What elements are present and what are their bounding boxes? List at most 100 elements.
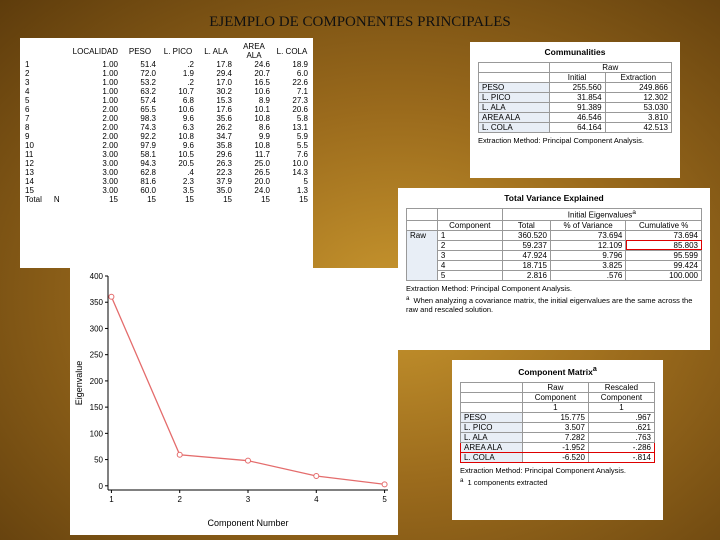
column-header: 1 [521, 401, 589, 413]
data-row: Raw 1 360.520 73.694 73.694 [406, 229, 702, 281]
scree-plot: 0 50 100 150 200 250 300 350 400 1 2 3 4 5 Component N… [70, 268, 398, 535]
cell: .967 [587, 411, 656, 423]
y-tick-label: 0 [99, 482, 104, 491]
cell: 9.9 [258, 132, 270, 141]
cell: 25.0 [254, 159, 270, 168]
cell: 3 [436, 249, 503, 261]
cell: 1.00 [102, 96, 118, 105]
data-row: 3 47.924 9.796 95.599 [407, 249, 702, 261]
cell: 10.6 [254, 87, 270, 96]
cell: 73.694 [549, 229, 627, 241]
cell: -.286 [587, 441, 656, 453]
cell: 10.5 [178, 150, 194, 159]
row-label: 12 [25, 159, 34, 168]
data-row: 3 1.00 53.2 .2 17.0 16.5 22.6 [22, 78, 311, 87]
cell: 6.0 [296, 69, 308, 78]
data-row: 12 3.00 94.3 20.5 26.3 25.0 10.0 [22, 159, 311, 168]
y-tick-label: 350 [90, 298, 104, 307]
column-header: L. COLA [276, 46, 308, 56]
corner-cell [460, 381, 523, 393]
corner-cell [406, 219, 438, 231]
data-row: 9 2.00 92.2 10.8 34.7 9.9 5.9 [22, 132, 311, 141]
header-row: Initial Eigenvaluesa [406, 208, 703, 221]
data-row: L. PICO 3.507.621 [460, 421, 656, 433]
cell: 62.8 [140, 168, 156, 177]
row-label: AREA ALA [478, 112, 550, 123]
data-line [110, 296, 385, 485]
data-point [381, 481, 388, 488]
row-label: 6 [25, 105, 30, 114]
cell: 17.0 [216, 78, 232, 87]
data-row: 8 2.00 74.3 6.3 26.2 8.6 13.1 [22, 123, 311, 132]
column-header: Extraction [604, 72, 673, 83]
row-label: L. ALA [478, 102, 550, 113]
row-label: 7 [25, 114, 30, 123]
component-matrix-panel: Component Matrixa Raw Rescaled Component Com… [452, 360, 663, 520]
cell: 6.8 [182, 96, 194, 105]
cell: 4 [436, 259, 503, 271]
cell: 22.6 [292, 78, 308, 87]
cell: 5 [303, 177, 308, 186]
cell: 15 [109, 195, 118, 204]
cell: 42.513 [604, 122, 673, 133]
cell: 15 [185, 195, 194, 204]
y-tick-label: 200 [90, 377, 104, 386]
header-row: Initial Extraction [478, 72, 673, 83]
cell: 17.6 [216, 105, 232, 114]
cell: 13.1 [292, 123, 308, 132]
cell: 53.2 [140, 78, 156, 87]
row-label: 11 [25, 150, 34, 159]
group-header: Initial Eigenvaluesa [501, 208, 703, 221]
cell: 12.302 [604, 92, 673, 103]
total-row: Total N 15 15 15 15 15 15 [22, 195, 311, 204]
cell: 3.00 [102, 159, 118, 168]
note: a When analyzing a covariance matrix, the… [406, 295, 702, 315]
cell: 24.6 [254, 60, 270, 69]
corner-cell [22, 42, 70, 60]
footnote-marker: a [406, 294, 410, 302]
cell: 26.5 [254, 168, 270, 177]
cell: 10.8 [254, 114, 270, 123]
cell: 3.00 [102, 168, 118, 177]
table-title: Communalities [544, 47, 606, 57]
cell: 360.520 [501, 229, 551, 241]
cell: 37.9 [216, 177, 232, 186]
row-label: L. PICO [478, 92, 550, 103]
column-header: Component [587, 391, 656, 403]
cell: 53.030 [604, 102, 673, 113]
cell: 3.5 [182, 186, 194, 195]
cell: 2 [436, 239, 503, 251]
row-label: 10 [25, 141, 34, 150]
cell: 15 [223, 195, 232, 204]
cell: 7.6 [296, 150, 308, 159]
data-row: 14 3.00 81.6 2.3 37.9 20.0 5 [22, 177, 311, 186]
cell: 15 [261, 195, 270, 204]
cell: 59.237 [501, 239, 551, 251]
cell: 8.6 [258, 123, 270, 132]
cell: 85.803 [625, 239, 702, 251]
footer: Extraction Method: Principal Component A… [460, 465, 626, 475]
cell: 10.7 [178, 87, 194, 96]
cell: 11.7 [255, 150, 270, 159]
cell: 5.8 [296, 114, 308, 123]
data-row: 6 2.00 65.5 10.6 17.6 10.1 20.6 [22, 105, 311, 114]
cell: 15.775 [521, 411, 589, 423]
cell: 64.164 [548, 122, 606, 133]
row-label: 1 [25, 60, 30, 69]
data-row: AREA ALA -1.952 -.286 [460, 441, 656, 453]
cell: 46.546 [548, 112, 606, 123]
cell: 7.282 [521, 431, 589, 443]
row-label: 2 [25, 69, 30, 78]
cell: 35.0 [216, 186, 232, 195]
cell: 20.7 [254, 69, 270, 78]
cell: 57.4 [140, 96, 156, 105]
cell: 29.4 [216, 69, 232, 78]
cell: 26.3 [216, 159, 232, 168]
data-row: 13 3.00 62.8 .4 22.3 26.5 14.3 [22, 168, 311, 177]
cell: 63.2 [140, 87, 156, 96]
cell: 2.00 [102, 114, 118, 123]
data-point [245, 457, 251, 464]
header-row: Component Total% of Variance Cumulative % [406, 219, 702, 231]
data-row: L. ALA 91.389 53.030 [478, 102, 673, 113]
total-sub: N [53, 195, 60, 204]
